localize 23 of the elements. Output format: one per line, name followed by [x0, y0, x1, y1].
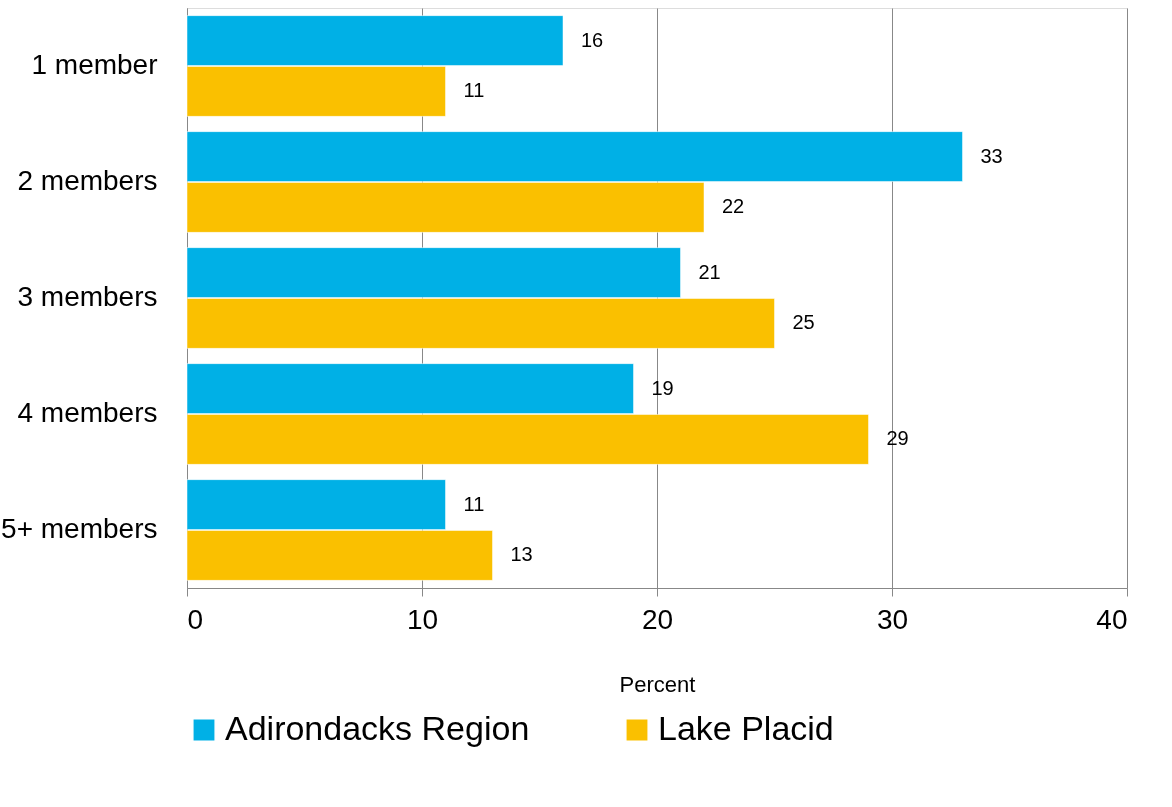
data-label: 33	[980, 144, 1003, 167]
legend-label: Adirondacks Region	[225, 709, 530, 747]
data-label: 11	[463, 79, 485, 102]
x-tick-label: 30	[876, 603, 909, 635]
data-label: 25	[792, 311, 815, 334]
x-tick-label: 40	[1096, 603, 1128, 635]
legend-label: Lake Placid	[658, 709, 834, 747]
data-label: 19	[651, 376, 674, 399]
data-label: 22	[722, 195, 745, 218]
x-tick-label: 10	[406, 603, 439, 635]
x-axis-title: Percent	[619, 671, 696, 697]
x-tick-label: 0	[187, 603, 204, 635]
y-tick-label: 4 members	[17, 397, 158, 428]
x-tick-label: 20	[641, 603, 674, 635]
data-label: 11	[463, 492, 485, 515]
data-label: 13	[510, 543, 533, 566]
y-tick-label: 2 members	[17, 165, 158, 196]
data-label: 16	[581, 28, 604, 51]
y-tick-label: 3 members	[17, 281, 158, 312]
data-label: 29	[886, 427, 909, 450]
y-tick-label: 5+ members	[1, 513, 158, 544]
y-tick-label: 1 member	[31, 49, 158, 80]
data-label: 21	[698, 260, 721, 283]
